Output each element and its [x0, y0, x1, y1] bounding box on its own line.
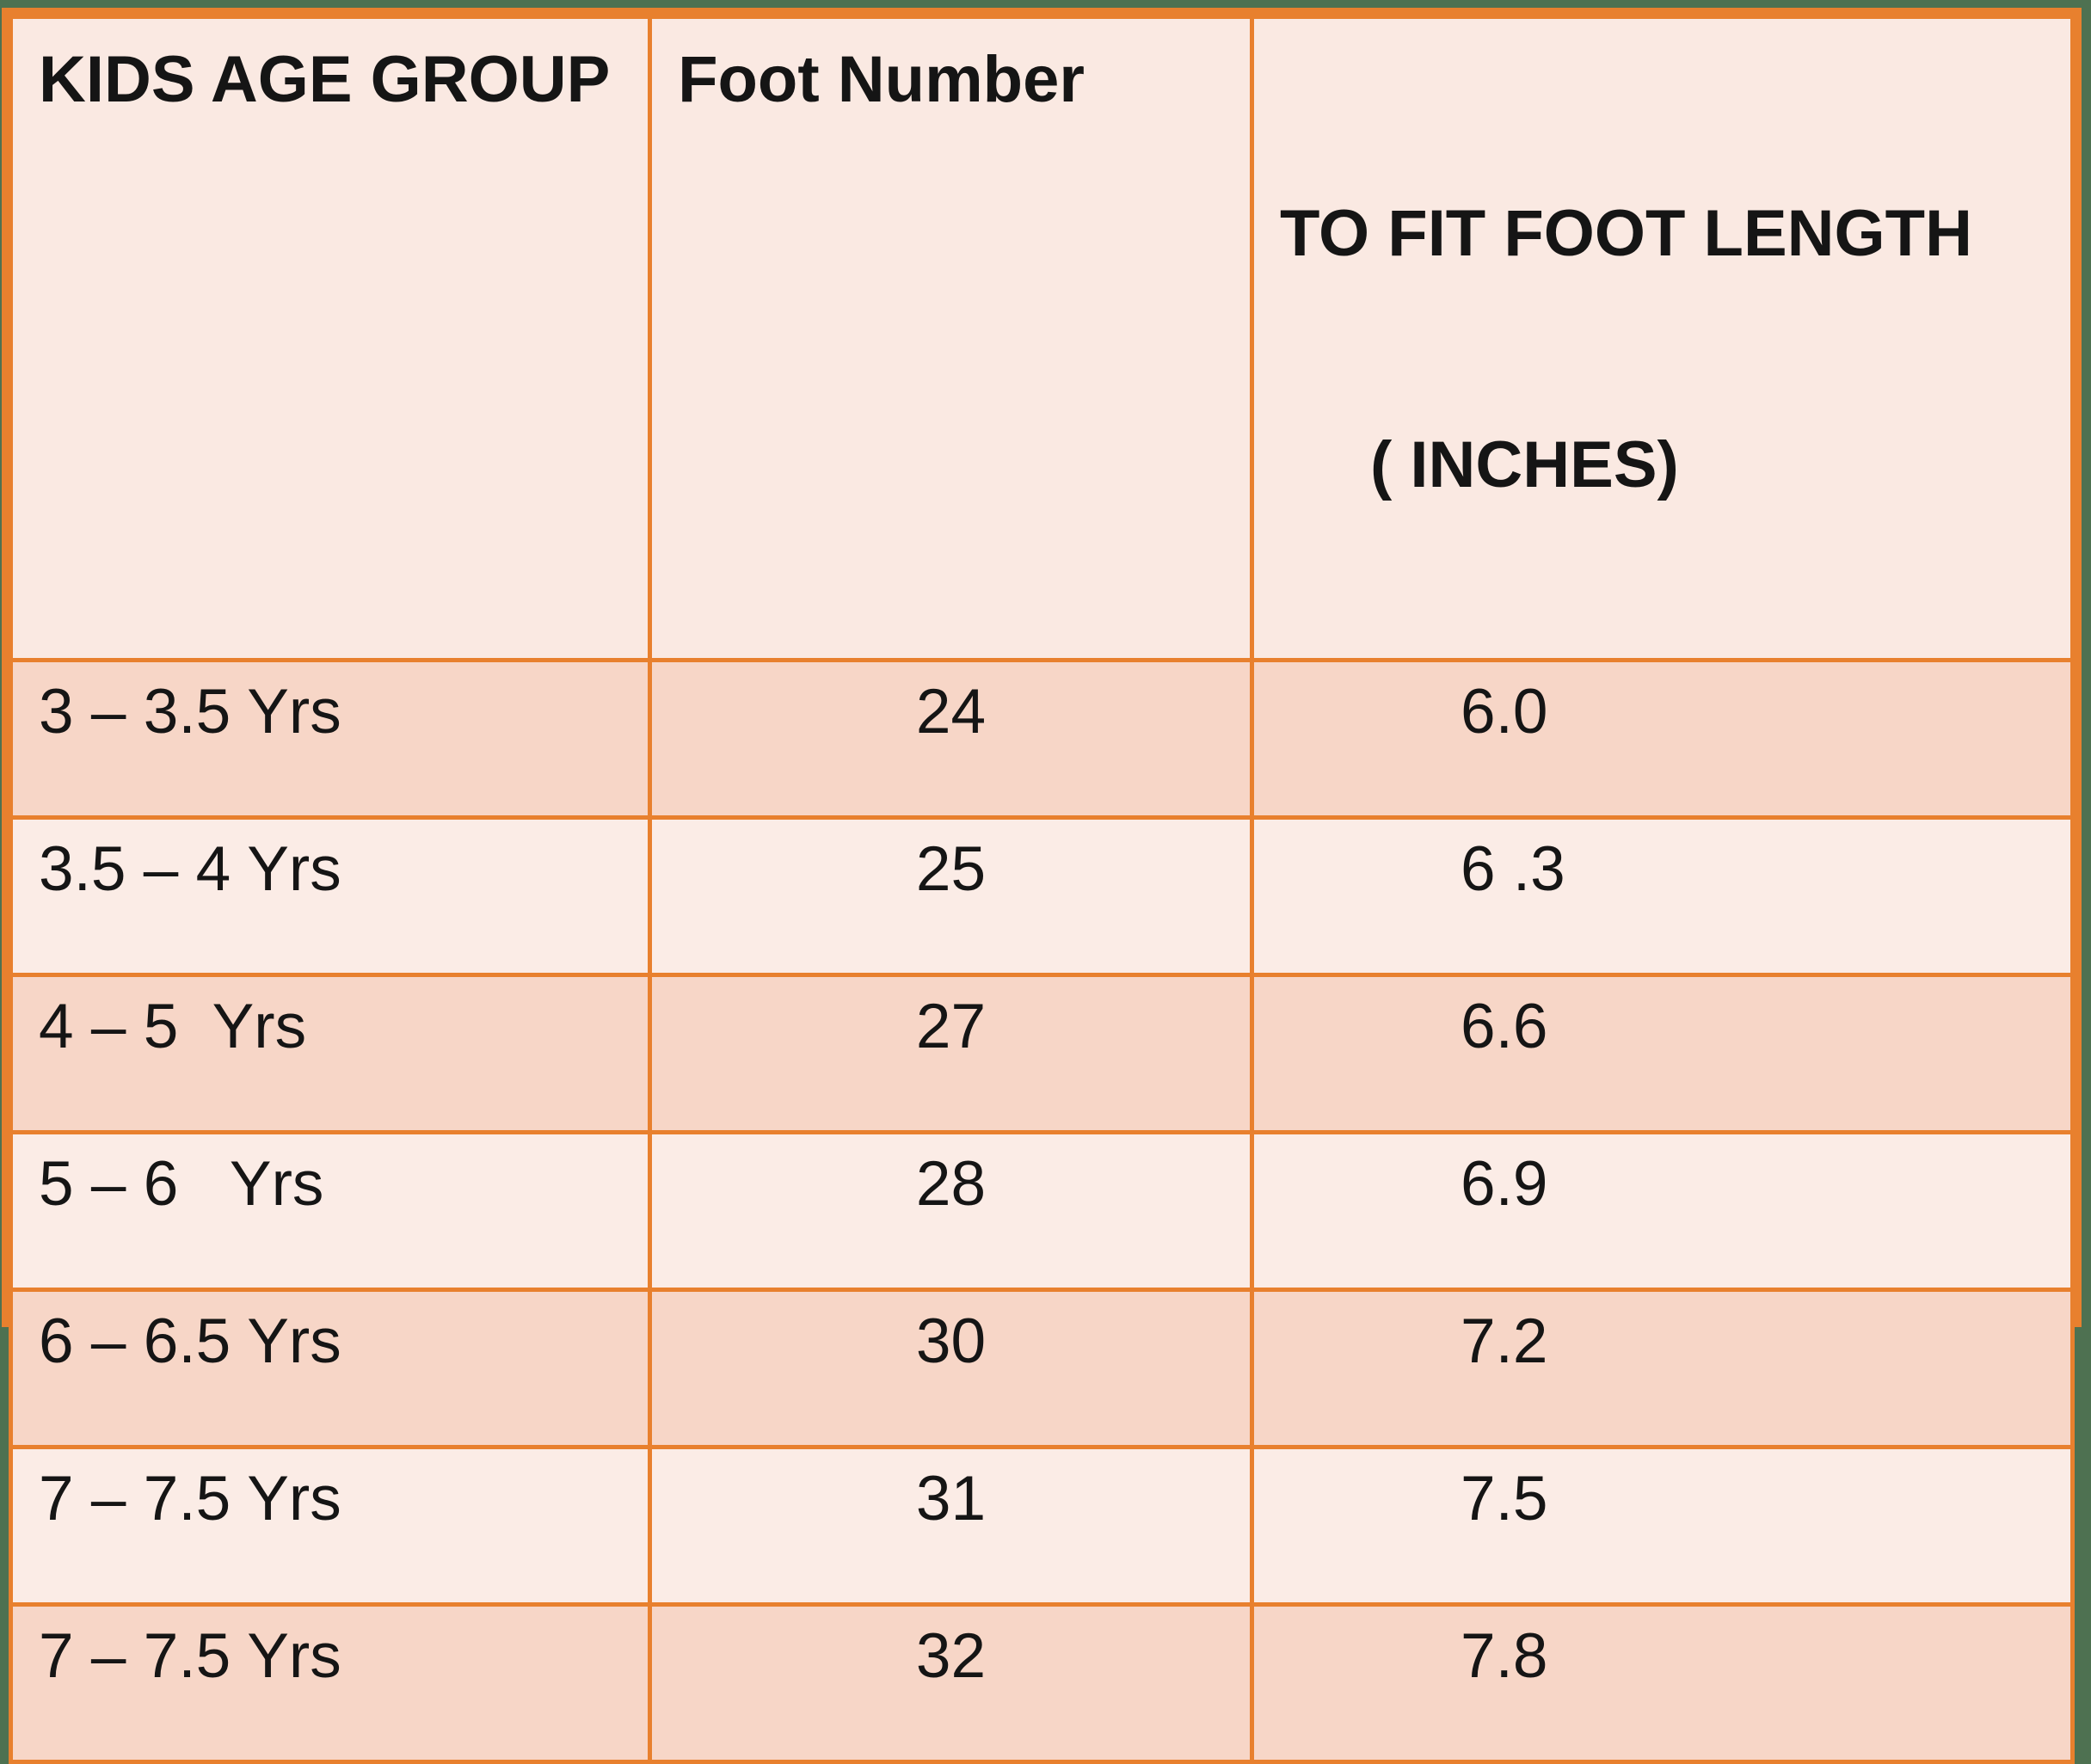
cell-foot-length: 7.8	[1249, 1602, 2076, 1764]
slide-background: { "colors": { "page_background": "#4E715…	[2, 8, 2082, 1764]
cell-age-group: 4 – 5 Yrs	[8, 973, 653, 1135]
cell-foot-number: 27	[648, 973, 1254, 1135]
table-row: 3.5 – 4 Yrs 25 6 .3	[8, 815, 2076, 978]
table-row: 7 – 7.5 Yrs 32 7.8	[8, 1602, 2076, 1764]
cell-age-group: 7 – 7.5 Yrs	[8, 1602, 653, 1764]
cell-foot-number: 30	[648, 1288, 1254, 1450]
cell-age-group: 3.5 – 4 Yrs	[8, 815, 653, 978]
table-row: 4 – 5 Yrs 27 6.6	[8, 973, 2076, 1135]
cell-age-group: 3 – 3.5 Yrs	[8, 658, 653, 821]
header-length-line2: ( INCHES)	[1369, 428, 1679, 502]
column-header-kids-age-group: KIDS AGE GROUP	[8, 14, 653, 663]
cell-age-group: 7 – 7.5 Yrs	[8, 1445, 653, 1607]
cell-age-group: 6 – 6.5 Yrs	[8, 1288, 653, 1450]
header-length-line1: TO FIT FOOT LENGTH	[1279, 197, 1972, 271]
cell-foot-length: 6.9	[1249, 1130, 2076, 1293]
table-body: 3 – 3.5 Yrs 24 6.0 3.5 – 4 Yrs 25 6 .3 4…	[8, 658, 2076, 1764]
cell-age-group: 5 – 6 Yrs	[8, 1130, 653, 1293]
cell-foot-number: 25	[648, 815, 1254, 978]
cell-foot-length: 7.5	[1249, 1445, 2076, 1607]
cell-foot-length: 6 .3	[1249, 815, 2076, 978]
table-row: 3 – 3.5 Yrs 24 6.0	[8, 658, 2076, 821]
cell-foot-length: 6.6	[1249, 973, 2076, 1135]
table-header-row: KIDS AGE GROUP Foot Number TO FIT FOOT L…	[8, 14, 2076, 663]
cell-foot-length: 7.2	[1249, 1288, 2076, 1450]
cell-foot-number: 31	[648, 1445, 1254, 1607]
cell-foot-number: 32	[648, 1602, 1254, 1764]
table-row: 5 – 6 Yrs 28 6.9	[8, 1130, 2076, 1293]
kids-shoe-size-table: KIDS AGE GROUP Foot Number TO FIT FOOT L…	[8, 14, 2076, 1764]
table-row: 6 – 6.5 Yrs 30 7.2	[8, 1288, 2076, 1450]
cell-foot-length: 6.0	[1249, 658, 2076, 821]
size-chart-frame: KIDS AGE GROUP Foot Number TO FIT FOOT L…	[2, 8, 2082, 1764]
column-header-foot-number: Foot Number	[648, 14, 1254, 663]
cell-foot-number: 28	[648, 1130, 1254, 1293]
cell-foot-number: 24	[648, 658, 1254, 821]
column-header-fit-foot-length: TO FIT FOOT LENGTH ( INCHES)	[1249, 14, 2076, 663]
table-row: 7 – 7.5 Yrs 31 7.5	[8, 1445, 2076, 1607]
